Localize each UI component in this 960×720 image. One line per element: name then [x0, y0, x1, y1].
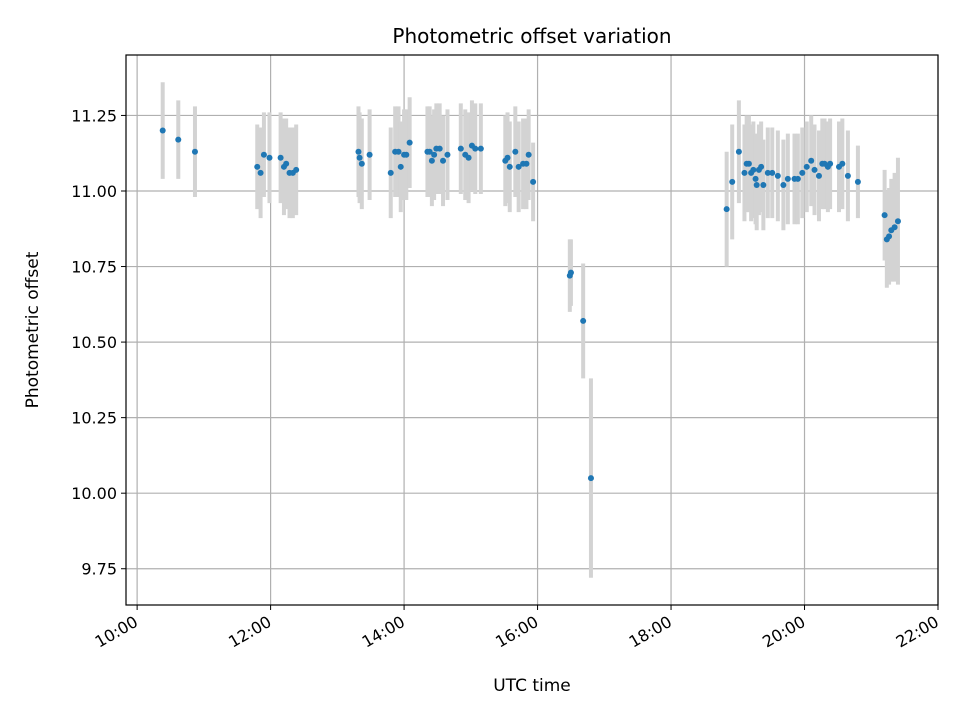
data-point: [760, 181, 767, 188]
data-point: [175, 136, 182, 143]
data-point: [472, 145, 479, 152]
data-point: [465, 154, 472, 161]
x-tick-label: 18:00: [626, 612, 675, 652]
data-points: [159, 127, 901, 482]
data-point: [530, 178, 537, 185]
data-point: [444, 151, 451, 158]
data-point: [808, 157, 815, 164]
y-tick-label: 11.00: [71, 182, 117, 201]
data-point: [811, 166, 818, 173]
data-point: [741, 169, 748, 176]
y-tick-label: 10.50: [71, 333, 117, 352]
data-point: [752, 175, 759, 182]
data-point: [839, 160, 846, 167]
data-point: [406, 139, 413, 146]
data-point: [440, 157, 447, 164]
data-point: [257, 169, 264, 176]
y-tick-label: 10.25: [71, 409, 117, 428]
data-point: [815, 172, 822, 179]
y-axis-ticks: 9.75 10.00 10.25 10.50 10.75 11.00 11.25: [71, 106, 126, 579]
data-point: [515, 163, 522, 170]
data-point: [254, 163, 261, 170]
data-point: [191, 148, 198, 155]
x-tick-label: 22:00: [893, 612, 942, 652]
data-point: [523, 160, 530, 167]
data-point: [277, 154, 284, 161]
data-point: [774, 172, 781, 179]
x-tick-label: 16:00: [492, 612, 541, 652]
data-point: [844, 172, 851, 179]
data-point: [283, 160, 290, 167]
data-point: [745, 160, 752, 167]
data-point: [784, 175, 791, 182]
data-point: [764, 169, 771, 176]
data-point: [891, 224, 898, 231]
data-point: [769, 169, 776, 176]
data-point: [512, 148, 519, 155]
x-axis-ticks: 10:00 12:00 14:00 16:00 18:00 20:00 22:00: [92, 605, 942, 652]
data-point: [827, 160, 834, 167]
data-point: [881, 212, 888, 219]
x-tick-label: 12:00: [225, 612, 274, 652]
data-point: [356, 154, 363, 161]
data-point: [159, 127, 166, 134]
data-point: [355, 148, 362, 155]
x-axis-label: UTC time: [493, 676, 571, 696]
data-point: [803, 163, 810, 170]
chart-title: Photometric offset variation: [392, 24, 671, 48]
data-point: [723, 206, 730, 213]
data-point: [293, 166, 300, 173]
data-point: [525, 151, 532, 158]
data-point: [477, 145, 484, 152]
plot-frame: [125, 54, 939, 606]
data-point: [854, 178, 861, 185]
y-tick-label: 10.75: [71, 258, 117, 277]
x-tick-label: 14:00: [359, 612, 408, 652]
data-point: [886, 233, 893, 240]
data-point: [894, 218, 901, 225]
x-tick-label: 10:00: [92, 612, 141, 652]
data-point: [428, 157, 435, 164]
x-tick-label: 20:00: [759, 612, 808, 652]
data-point: [397, 163, 404, 170]
data-point: [395, 148, 402, 155]
data-point: [457, 145, 464, 152]
data-point: [426, 148, 433, 155]
y-tick-label: 9.75: [81, 560, 117, 579]
data-point: [794, 175, 801, 182]
data-point: [780, 181, 787, 188]
data-point: [753, 181, 760, 188]
data-point: [504, 154, 511, 161]
data-point: [266, 154, 273, 161]
data-point: [506, 163, 513, 170]
data-point: [567, 269, 574, 276]
y-axis-label: Photometric offset: [23, 251, 43, 408]
data-point: [366, 151, 373, 158]
data-point: [403, 151, 410, 158]
data-point: [799, 169, 806, 176]
data-point: [735, 148, 742, 155]
data-point: [358, 160, 365, 167]
data-point: [580, 317, 587, 324]
data-point: [729, 178, 736, 185]
data-point: [260, 151, 267, 158]
data-point: [758, 163, 765, 170]
data-point: [436, 145, 443, 152]
y-tick-label: 11.25: [71, 106, 117, 125]
data-point: [431, 151, 438, 158]
y-tick-label: 10.00: [71, 484, 117, 503]
data-point: [587, 475, 594, 482]
data-point: [750, 166, 757, 173]
data-point: [387, 169, 394, 176]
